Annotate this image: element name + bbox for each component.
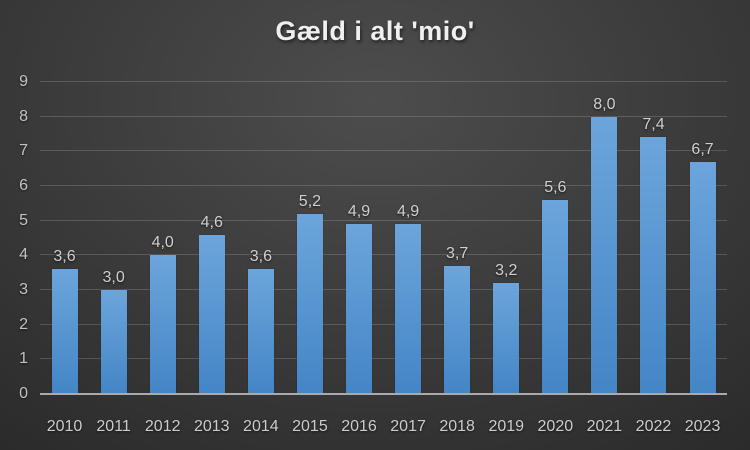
bar-group-2013: 4,6: [187, 82, 236, 394]
gridline: [40, 115, 727, 117]
x-axis-tick-label: 2014: [243, 418, 279, 435]
y-axis-tick-label: 4: [19, 246, 28, 264]
bar: [247, 269, 274, 394]
data-label: 3,6: [53, 248, 76, 266]
data-label: 4,0: [151, 234, 174, 252]
data-label: 7,4: [642, 116, 665, 134]
gridline: [40, 219, 727, 221]
bar: [346, 224, 372, 394]
x-axis-tick-label: 2016: [341, 418, 377, 435]
gridline: [40, 254, 727, 256]
gridline: [40, 323, 727, 325]
gridline: [40, 289, 727, 290]
bar-series: 3,6 3,0 4,0 4,6 3,6 5,2 4,9 4,9 3,7 3,2 5,6 8,0 7,4 6…: [40, 82, 727, 394]
x-axis-tick-label: 2021: [586, 418, 623, 435]
x-axis-tick-label: 2022: [635, 418, 672, 435]
data-label: 8,0: [593, 95, 616, 113]
x-axis-labels: 2010 2011 2012 2013 2014 2015 2016 2017 2018 2019…: [40, 417, 727, 437]
gridline: [40, 358, 727, 360]
x-axis-tick-label: 2010: [46, 418, 83, 435]
y-axis-tick-label: 9: [19, 73, 28, 90]
x-axis-tick-label: 2017: [390, 418, 426, 435]
bar: [689, 161, 716, 394]
data-label: 4,9: [396, 203, 420, 221]
gridline: [40, 150, 727, 152]
y-axis-tick-label: 2: [19, 315, 28, 333]
data-label: 5,6: [544, 178, 567, 196]
gridline: [40, 81, 727, 82]
gridline: [40, 185, 727, 186]
x-axis-line: [40, 393, 727, 395]
bar: [542, 199, 569, 394]
data-label: 3,6: [249, 248, 272, 266]
y-axis-tick-label: 7: [19, 142, 28, 160]
data-label: 4,9: [347, 203, 371, 221]
x-axis-tick-label: 2013: [193, 418, 230, 435]
bar-group-2019: 3,2: [482, 82, 531, 394]
y-axis-labels: 0 1 2 3 4 5 6 7 8 9: [0, 73, 28, 402]
x-axis-tick-label: 2019: [488, 418, 525, 435]
bar: [591, 116, 618, 394]
y-axis-tick-label: 1: [19, 350, 28, 368]
bar: [493, 283, 520, 394]
x-axis-tick-label: 2011: [96, 418, 131, 435]
data-label: 3,0: [102, 269, 125, 286]
x-axis-tick-label: 2020: [537, 418, 574, 435]
data-label: 3,7: [446, 244, 469, 262]
bar: [149, 255, 176, 394]
bar-group-2020: 5,6: [531, 82, 580, 394]
bar-group-2010: 3,6: [40, 82, 89, 394]
bar-group-2015: 5,2: [285, 82, 334, 394]
x-axis-tick-label: 2015: [292, 418, 328, 435]
bar-group-2022: 7,4: [629, 82, 678, 394]
x-axis-tick-label: 2018: [439, 418, 475, 435]
y-axis-tick-label: 6: [19, 177, 28, 194]
y-axis-tick-label: 3: [19, 281, 28, 298]
y-axis-tick-label: 8: [19, 107, 28, 125]
y-axis-tick-label: 5: [19, 211, 28, 229]
bar: [296, 213, 323, 394]
bar: [395, 224, 422, 394]
bar: [198, 234, 225, 394]
data-label: 5,2: [298, 192, 322, 210]
bar: [100, 290, 127, 394]
chart-title: Gæld i alt 'mio': [275, 16, 475, 46]
bar-group-2017: 4,9: [384, 82, 433, 394]
bar: [444, 265, 471, 394]
bar: [640, 137, 667, 394]
bar: [51, 269, 78, 394]
bar-group-2011: 3,0: [89, 82, 138, 394]
y-axis-tick-label: 0: [19, 385, 28, 402]
data-label: 6,7: [691, 140, 714, 158]
data-label: 3,2: [495, 262, 518, 280]
bar-group-2018: 3,7: [433, 82, 482, 394]
bar-group-2014: 3,6: [236, 82, 285, 394]
bar-group-2012: 4,0: [138, 82, 187, 394]
x-axis-tick-label: 2023: [684, 418, 721, 435]
plot-area: 3,6 3,0 4,0 4,6 3,6 5,2 4,9 4,9 3,7 3,2 5,6 8,0 7,4 6…: [40, 81, 727, 395]
bar-group-2021: 8,0: [580, 82, 629, 394]
bar-group-2016: 4,9: [334, 82, 383, 394]
x-axis-tick-label: 2012: [144, 418, 181, 435]
data-label: 4,6: [200, 213, 223, 231]
bar-group-2023: 6,7: [678, 82, 727, 394]
